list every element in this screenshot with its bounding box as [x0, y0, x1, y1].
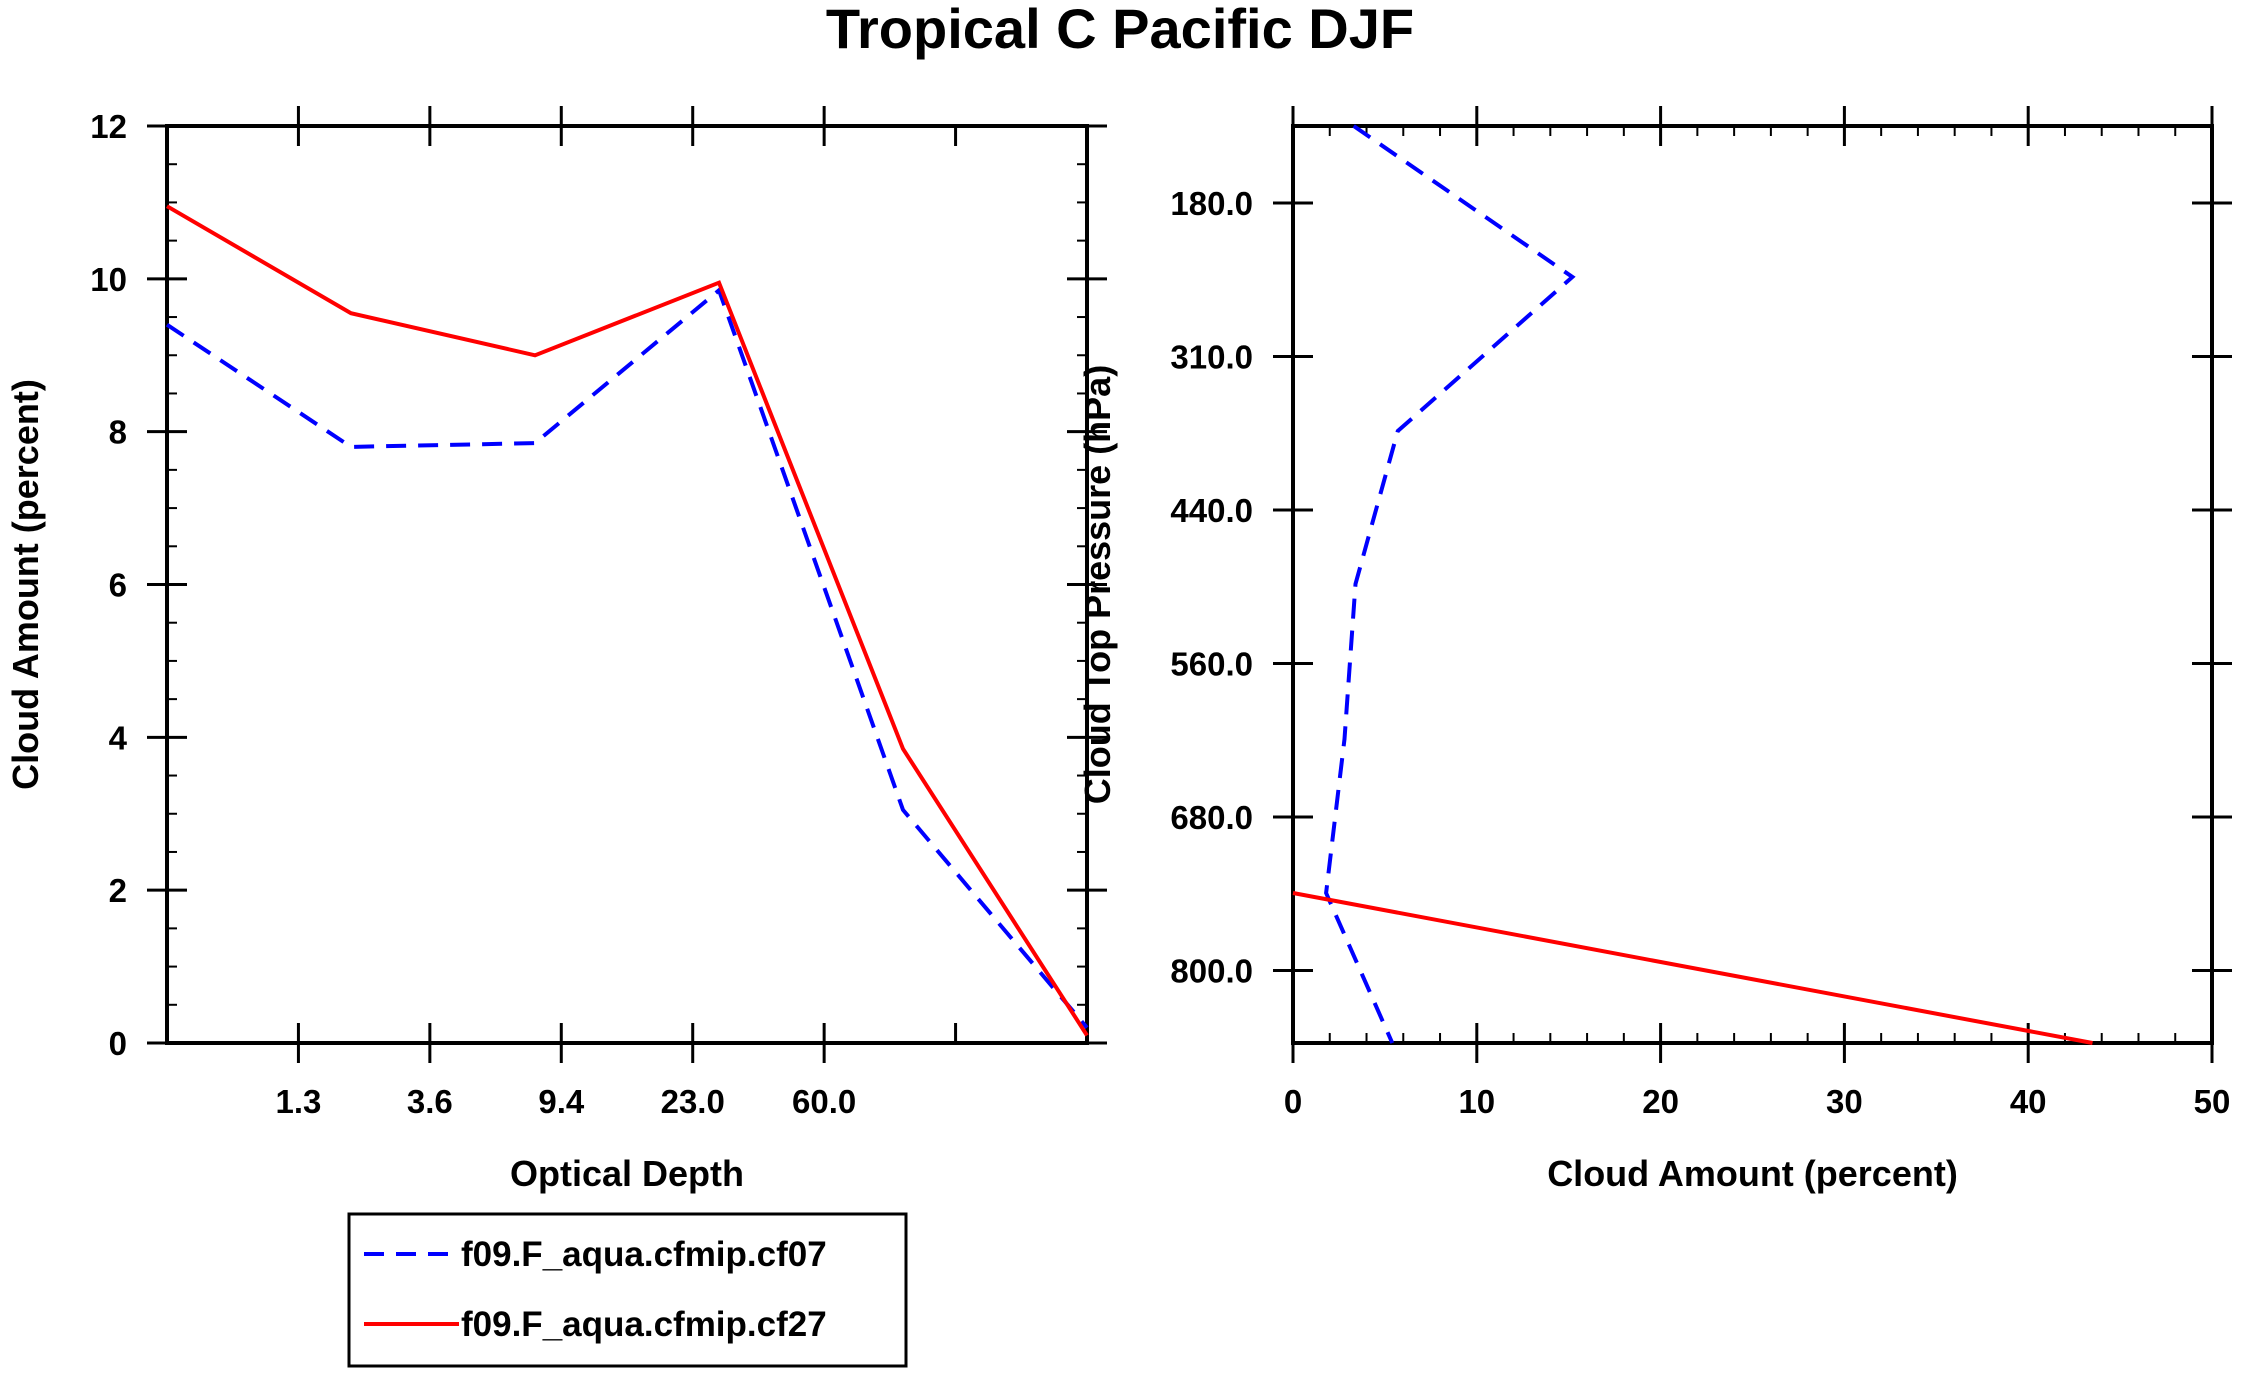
- legend-box: [347, 1212, 908, 1368]
- left-plot: 1.3 3.6 9.4 23.0 60.0 0 2 4 6 8 10 12 Optical Depth C…: [5, 106, 1107, 1194]
- x-tick-label: 30: [1826, 1083, 1863, 1120]
- series-line: [165, 286, 1089, 1029]
- y-tick-label: 0: [109, 1025, 127, 1062]
- y-tick-label: 440.0: [1170, 492, 1253, 529]
- plot-frame: [1291, 124, 2214, 1045]
- x-tick-label: 50: [2194, 1083, 2231, 1120]
- x-tick-label: 23.0: [661, 1083, 725, 1120]
- y-tick-label: 2: [109, 872, 127, 909]
- y-tick-label: 12: [90, 108, 127, 145]
- x-tick-label: 10: [1458, 1083, 1495, 1120]
- x-tick-label: 20: [1642, 1083, 1679, 1120]
- y-tick-label: 800.0: [1170, 953, 1253, 990]
- series-line: [1292, 891, 2093, 1045]
- right-plot: 0 10 20 30 40 50 180.0 310.0 440.0 560.0 680.0 800.…: [1077, 106, 2232, 1194]
- x-tick-label: 9.4: [538, 1083, 585, 1120]
- y-tick-label: 4: [109, 719, 128, 756]
- series-line: [1324, 124, 1576, 1044]
- series-line: [165, 204, 1089, 1037]
- legend-label: f09.F_aqua.cfmip.cf27: [461, 1305, 827, 1344]
- x-tick-label: 60.0: [792, 1083, 856, 1120]
- x-tick-label: 0: [1284, 1083, 1302, 1120]
- y-tick-label: 180.0: [1170, 185, 1253, 222]
- x-axis-label: Cloud Amount (percent): [1547, 1153, 1958, 1194]
- y-tick-label: 8: [109, 414, 127, 451]
- y-tick-label: 10: [90, 261, 127, 298]
- y-tick-label: 680.0: [1170, 799, 1253, 836]
- y-axis-label: Cloud Top Pressure (hPa): [1077, 365, 1118, 804]
- y-tick-label: 6: [109, 567, 127, 604]
- x-tick-label: 1.3: [275, 1083, 321, 1120]
- legend-label: f09.F_aqua.cfmip.cf07: [461, 1235, 827, 1274]
- y-axis-label: Cloud Amount (percent): [5, 379, 46, 790]
- legend: f09.F_aqua.cfmip.cf07 f09.F_aqua.cfmip.cf…: [347, 1212, 908, 1368]
- plot-frame: [165, 124, 1089, 1045]
- y-tick-label: 560.0: [1170, 646, 1253, 683]
- chart-title: Tropical C Pacific DJF: [826, 0, 1414, 60]
- x-tick-label: 40: [2010, 1083, 2047, 1120]
- x-tick-label: 3.6: [407, 1083, 453, 1120]
- y-tick-label: 310.0: [1170, 339, 1253, 376]
- x-axis-label: Optical Depth: [510, 1153, 744, 1194]
